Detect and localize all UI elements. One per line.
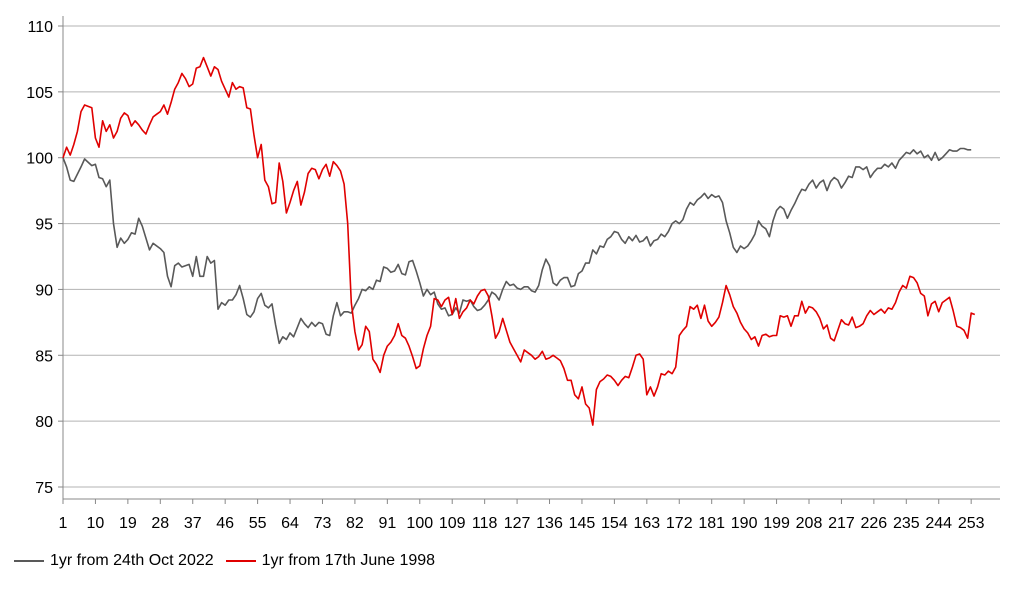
y-tick-label-4: 95 <box>35 217 53 234</box>
legend-label-series-2: 1yr from 17th June 1998 <box>261 552 436 569</box>
series-lines <box>62 56 976 426</box>
x-axis-tick-labels: 1 10 19 28 37 46 55 64 73 82 91 100 109 118 127 136 145 1… <box>59 515 985 532</box>
x-tick-label-15: 136 <box>536 515 563 532</box>
x-tick-label-24: 217 <box>828 515 855 532</box>
x-tick-label-17: 154 <box>601 515 628 532</box>
x-tick-label-21: 190 <box>731 515 758 532</box>
x-tick-label-12: 109 <box>439 515 466 532</box>
y-tick-label-0: 75 <box>35 480 53 497</box>
x-tick-label-6: 55 <box>249 515 267 532</box>
grid-lines <box>63 25 1000 488</box>
x-tick-label-14: 127 <box>504 515 531 532</box>
x-tick-label-26: 235 <box>893 515 920 532</box>
y-tick-label-6: 105 <box>26 85 53 102</box>
x-tick-label-27: 244 <box>925 515 952 532</box>
x-tick-label-2: 19 <box>119 515 137 532</box>
x-tick-label-16: 145 <box>569 515 596 532</box>
x-tick-label-11: 100 <box>406 515 433 532</box>
series-line-1 <box>62 147 972 345</box>
x-tick-label-13: 118 <box>472 515 498 532</box>
legend-label-series-1: 1yr from 24th Oct 2022 <box>50 552 214 569</box>
y-tick-label-7: 110 <box>27 19 53 36</box>
y-tick-label-5: 100 <box>26 151 53 168</box>
x-tick-label-10: 91 <box>378 515 396 532</box>
x-tick-label-22: 199 <box>763 515 790 532</box>
axes <box>58 16 1000 504</box>
x-tick-label-3: 28 <box>151 515 169 532</box>
y-tick-label-1: 80 <box>35 414 53 431</box>
legend: 1yr from 24th Oct 2022 1yr from 17th Jun… <box>14 552 447 570</box>
legend-item-series-2: 1yr from 17th June 1998 <box>225 552 436 570</box>
x-tick-label-4: 37 <box>184 515 202 532</box>
y-tick-label-3: 90 <box>35 282 53 299</box>
x-tick-label-1: 10 <box>87 515 105 532</box>
legend-item-series-1: 1yr from 24th Oct 2022 <box>14 552 214 570</box>
x-tick-label-23: 208 <box>796 515 823 532</box>
series-line-2 <box>62 56 976 426</box>
x-tick-label-0: 1 <box>59 515 68 532</box>
x-tick-label-20: 181 <box>698 515 725 532</box>
legend-swatch-series-2 <box>225 560 256 562</box>
x-tick-label-8: 73 <box>314 515 332 532</box>
x-tick-label-9: 82 <box>346 515 364 532</box>
x-tick-label-7: 64 <box>281 515 299 532</box>
x-tick-label-28: 253 <box>958 515 985 532</box>
x-tick-label-25: 226 <box>861 515 888 532</box>
y-tick-label-2: 85 <box>35 348 53 365</box>
x-tick-label-5: 46 <box>216 515 234 532</box>
y-axis-tick-labels: 75 80 85 90 95 100 105 110 <box>26 19 53 497</box>
x-tick-label-19: 172 <box>666 515 693 532</box>
x-tick-label-18: 163 <box>633 515 660 532</box>
legend-swatch-series-1 <box>14 560 44 562</box>
